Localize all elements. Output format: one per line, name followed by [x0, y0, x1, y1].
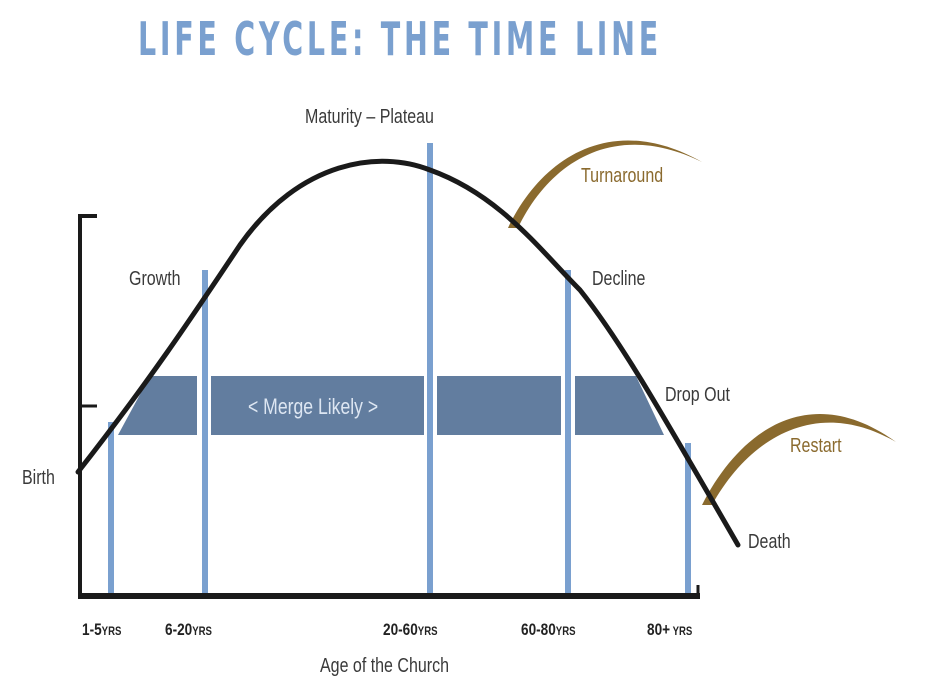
x-tick-6-20yrs: 6-20YRS — [165, 620, 212, 639]
x-tick-1-5yrs: 1-5YRS — [82, 620, 122, 639]
bar-20-60yrs — [427, 143, 433, 596]
x-tick-60-80yrs: 60-80YRS — [521, 620, 576, 639]
label-drop-out: Drop Out — [665, 384, 730, 406]
restart-branch — [702, 414, 896, 505]
label-restart: Restart — [790, 435, 842, 457]
label-birth: Birth — [22, 467, 55, 489]
label-growth: Growth — [129, 268, 181, 290]
bar-6-20yrs — [202, 270, 208, 596]
label-decline: Decline — [592, 268, 646, 290]
bar-1-5yrs — [108, 422, 114, 596]
x-tick-20-60yrs: 20-60YRS — [383, 620, 438, 639]
turnaround-branch — [508, 140, 702, 228]
merge-likely-label: < Merge Likely > — [248, 394, 379, 419]
bar-60-80yrs — [565, 270, 571, 596]
bar-80plus — [685, 443, 691, 596]
x-axis-label: Age of the Church — [320, 655, 449, 677]
label-turnaround: Turnaround — [581, 165, 664, 187]
life-cycle-curve — [75, 158, 741, 548]
stage-bars — [108, 143, 691, 596]
axes — [78, 214, 700, 599]
label-maturity: Maturity – Plateau — [305, 106, 434, 128]
x-tick-80plus-yrs: 80+ YRS — [647, 620, 693, 639]
merge-likely-band — [118, 376, 664, 435]
label-death: Death — [748, 531, 791, 553]
